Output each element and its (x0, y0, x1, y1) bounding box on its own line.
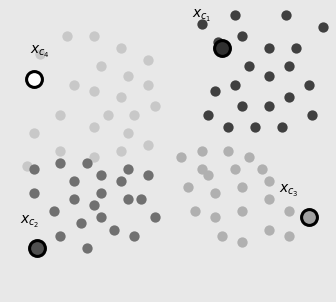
Point (219, 233, 224, 238)
Point (239, 103, 245, 108)
Point (85, 245, 90, 250)
Point (91, 34, 97, 39)
Point (233, 13, 238, 18)
Point (91, 155, 97, 159)
Point (152, 215, 157, 220)
Point (266, 227, 271, 232)
Point (31, 167, 36, 172)
Point (91, 203, 97, 208)
Point (293, 46, 298, 51)
Point (58, 149, 63, 153)
Point (58, 112, 63, 117)
Point (179, 155, 184, 159)
Point (266, 197, 271, 202)
Point (31, 76, 36, 81)
Point (132, 233, 137, 238)
Point (145, 82, 151, 87)
Point (71, 82, 77, 87)
Point (259, 167, 265, 172)
Point (58, 233, 63, 238)
Point (91, 124, 97, 129)
Point (71, 197, 77, 202)
Point (98, 191, 103, 196)
Point (286, 64, 292, 69)
Point (280, 124, 285, 129)
Point (71, 179, 77, 184)
Point (199, 167, 204, 172)
Point (38, 52, 43, 57)
Point (125, 73, 130, 78)
Point (185, 185, 191, 190)
Point (125, 167, 130, 172)
Point (246, 155, 251, 159)
Point (98, 173, 103, 178)
Point (145, 173, 151, 178)
Text: $x_{c_3}$: $x_{c_3}$ (279, 183, 299, 199)
Text: $x_{c_1}$: $x_{c_1}$ (192, 8, 211, 24)
Point (226, 124, 231, 129)
Point (212, 191, 218, 196)
Point (266, 103, 271, 108)
Point (239, 239, 245, 244)
Point (206, 112, 211, 117)
Point (138, 197, 144, 202)
Point (233, 167, 238, 172)
Point (105, 112, 110, 117)
Point (118, 149, 124, 153)
Point (212, 88, 218, 93)
Point (85, 161, 90, 165)
Point (98, 215, 103, 220)
Point (91, 88, 97, 93)
Point (125, 197, 130, 202)
Point (112, 227, 117, 232)
Point (199, 149, 204, 153)
Point (253, 124, 258, 129)
Point (286, 94, 292, 99)
Point (283, 13, 288, 18)
Point (199, 22, 204, 27)
Point (266, 73, 271, 78)
Point (266, 179, 271, 184)
Point (152, 103, 157, 108)
Point (31, 130, 36, 135)
Point (51, 209, 56, 214)
Point (310, 112, 315, 117)
Point (206, 173, 211, 178)
Point (118, 46, 124, 51)
Point (246, 64, 251, 69)
Point (216, 40, 221, 45)
Point (34, 245, 40, 250)
Point (31, 191, 36, 196)
Point (192, 209, 198, 214)
Point (306, 82, 312, 87)
Text: $x_{c_2}$: $x_{c_2}$ (20, 214, 40, 230)
Point (286, 209, 292, 214)
Text: $x_{c_4}$: $x_{c_4}$ (30, 44, 50, 60)
Point (132, 112, 137, 117)
Point (212, 215, 218, 220)
Point (58, 161, 63, 165)
Point (239, 209, 245, 214)
Point (239, 185, 245, 190)
Point (145, 58, 151, 63)
Point (226, 149, 231, 153)
Point (286, 233, 292, 238)
Point (145, 143, 151, 147)
Point (24, 164, 30, 169)
Point (125, 130, 130, 135)
Point (306, 215, 312, 220)
Point (219, 46, 224, 51)
Point (118, 94, 124, 99)
Point (233, 82, 238, 87)
Point (98, 64, 103, 69)
Point (266, 46, 271, 51)
Point (239, 34, 245, 39)
Point (320, 25, 325, 30)
Point (118, 179, 124, 184)
Point (78, 221, 83, 226)
Point (65, 34, 70, 39)
